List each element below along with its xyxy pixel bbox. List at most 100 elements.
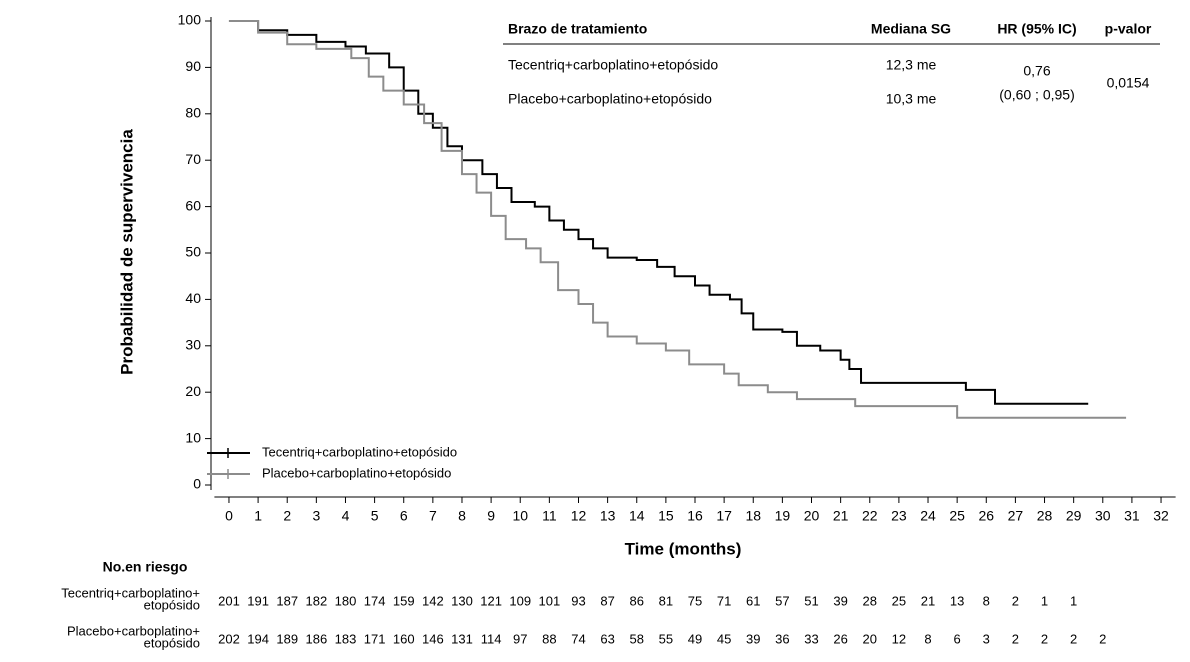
risk-label: etopósido	[144, 597, 200, 612]
risk-count: 61	[746, 593, 760, 608]
risk-count: 26	[833, 631, 847, 646]
y-tick-label: 20	[185, 383, 201, 399]
x-tick-label: 4	[342, 508, 350, 524]
risk-count: 159	[393, 593, 415, 608]
x-tick-label: 27	[1008, 508, 1024, 524]
x-tick-label: 10	[512, 508, 528, 524]
y-tick-label: 70	[185, 151, 201, 167]
legend-label: Tecentriq+carboplatino+etopósido	[262, 444, 457, 459]
x-tick-label: 14	[629, 508, 645, 524]
risk-count: 20	[863, 631, 877, 646]
survival-curve	[228, 20, 1127, 419]
x-tick-label: 6	[400, 508, 408, 524]
risk-count: 130	[451, 593, 473, 608]
x-tick-label: 17	[716, 508, 732, 524]
risk-count: 39	[833, 593, 847, 608]
risk-count: 121	[480, 593, 502, 608]
risk-count: 88	[542, 631, 556, 646]
risk-count: 57	[775, 593, 789, 608]
y-tick-label: 50	[185, 244, 201, 260]
y-tick-label: 0	[193, 476, 201, 492]
risk-count: 180	[335, 593, 357, 608]
risk-count: 160	[393, 631, 415, 646]
table-cell: 0,0154	[1107, 75, 1150, 91]
x-tick-label: 12	[571, 508, 587, 524]
y-tick-label: 40	[185, 290, 201, 306]
y-tick-label: 80	[185, 105, 201, 121]
risk-count: 36	[775, 631, 789, 646]
x-tick-label: 1	[254, 508, 262, 524]
risk-count: 71	[717, 593, 731, 608]
table-cell: Placebo+carboplatino+etopósido	[508, 91, 712, 107]
risk-count: 33	[804, 631, 818, 646]
risk-count: 187	[276, 593, 298, 608]
x-tick-label: 15	[658, 508, 674, 524]
risk-count: 39	[746, 631, 760, 646]
risk-title: No.en riesgo	[103, 559, 188, 575]
y-tick-label: 100	[178, 12, 202, 28]
risk-count: 63	[600, 631, 614, 646]
x-tick-label: 22	[862, 508, 878, 524]
risk-count: 21	[921, 593, 935, 608]
risk-count: 2	[1099, 631, 1106, 646]
table-cell: Tecentriq+carboplatino+etopósido	[508, 57, 718, 73]
risk-count: 194	[247, 631, 269, 646]
x-tick-label: 19	[775, 508, 791, 524]
risk-count: 2	[1012, 631, 1019, 646]
risk-count: 49	[688, 631, 702, 646]
risk-count: 1	[1070, 593, 1077, 608]
y-tick-label: 60	[185, 197, 201, 213]
risk-count: 2	[1012, 593, 1019, 608]
x-tick-label: 29	[1066, 508, 1082, 524]
x-axis-label: Time (months)	[625, 539, 742, 558]
risk-count: 86	[630, 593, 644, 608]
x-tick-label: 3	[312, 508, 320, 524]
table-header: Mediana SG	[871, 21, 951, 37]
x-tick-label: 2	[283, 508, 291, 524]
risk-count: 6	[954, 631, 961, 646]
risk-count: 142	[422, 593, 444, 608]
risk-count: 81	[659, 593, 673, 608]
risk-count: 191	[247, 593, 269, 608]
table-cell: (0,60 ; 0,95)	[999, 87, 1075, 103]
risk-label: etopósido	[144, 635, 200, 650]
risk-label: Tecentriq+carboplatino+	[61, 585, 200, 600]
risk-count: 183	[335, 631, 357, 646]
risk-count: 201	[218, 593, 240, 608]
risk-count: 75	[688, 593, 702, 608]
survival-curve	[228, 20, 1089, 405]
table-cell: 12,3 me	[886, 57, 937, 73]
table-cell: 10,3 me	[886, 91, 937, 107]
x-tick-label: 30	[1095, 508, 1111, 524]
risk-count: 51	[804, 593, 818, 608]
x-tick-label: 28	[1037, 508, 1053, 524]
x-tick-label: 24	[920, 508, 936, 524]
risk-count: 189	[276, 631, 298, 646]
risk-count: 74	[571, 631, 585, 646]
risk-count: 131	[451, 631, 473, 646]
risk-count: 202	[218, 631, 240, 646]
x-tick-label: 13	[600, 508, 616, 524]
risk-count: 171	[364, 631, 386, 646]
table-header: p-valor	[1105, 21, 1152, 37]
table-header: HR (95% IC)	[997, 21, 1076, 37]
x-tick-label: 7	[429, 508, 437, 524]
risk-count: 186	[305, 631, 327, 646]
x-tick-label: 11	[542, 508, 557, 524]
risk-count: 2	[1070, 631, 1077, 646]
table-cell: 0,76	[1023, 63, 1050, 79]
y-axis-label: Probabilidad de supervivencia	[117, 129, 136, 375]
x-tick-label: 32	[1153, 508, 1169, 524]
risk-count: 2	[1041, 631, 1048, 646]
legend-label: Placebo+carboplatino+etopósido	[262, 465, 451, 480]
risk-count: 146	[422, 631, 444, 646]
risk-count: 58	[630, 631, 644, 646]
x-tick-label: 26	[978, 508, 994, 524]
table-header: Brazo de tratamiento	[508, 21, 647, 37]
risk-count: 12	[892, 631, 906, 646]
risk-count: 101	[539, 593, 561, 608]
risk-count: 55	[659, 631, 673, 646]
risk-count: 87	[600, 593, 614, 608]
risk-count: 1	[1041, 593, 1048, 608]
